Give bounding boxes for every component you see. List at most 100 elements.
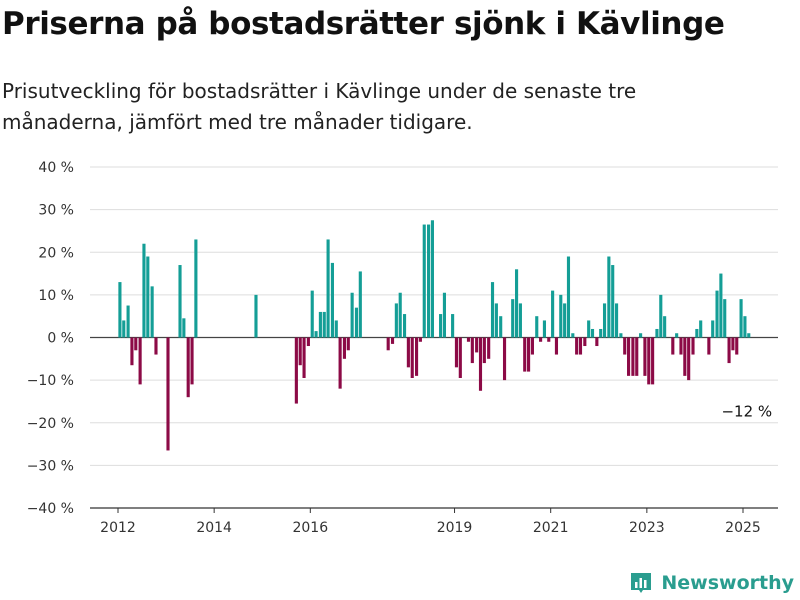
y-tick-label: 0 % <box>47 331 74 347</box>
bar <box>487 337 491 359</box>
bar <box>614 303 619 338</box>
bar <box>294 337 298 404</box>
bar <box>659 294 663 338</box>
bar <box>154 337 158 355</box>
x-tick-label: 2025 <box>725 520 761 536</box>
bar <box>595 337 599 347</box>
bar <box>575 337 579 355</box>
bar <box>619 333 623 338</box>
bar-series <box>118 220 751 451</box>
bar <box>743 316 747 338</box>
bar <box>475 337 479 353</box>
bar <box>527 337 531 372</box>
bar <box>150 286 154 338</box>
bar <box>494 303 498 338</box>
bar <box>587 320 591 338</box>
bar <box>675 333 679 338</box>
bar <box>739 299 743 338</box>
bar <box>607 256 611 338</box>
bar-chart-icon <box>631 573 652 593</box>
bar <box>186 337 190 398</box>
bar <box>514 269 519 338</box>
bar <box>350 292 354 338</box>
y-tick-label: 30 % <box>38 203 74 219</box>
bar <box>142 243 146 338</box>
bar <box>126 305 130 338</box>
bar <box>571 333 575 338</box>
bar <box>683 337 687 376</box>
bar <box>130 337 134 366</box>
bar <box>406 337 410 368</box>
bar <box>342 337 347 359</box>
bar <box>302 337 306 378</box>
y-tick-label: −40 % <box>27 501 74 517</box>
bar <box>442 292 447 338</box>
bar <box>314 331 318 338</box>
bar <box>547 337 551 342</box>
bar <box>655 328 659 338</box>
bar <box>727 337 731 364</box>
bar <box>490 282 495 338</box>
bar <box>334 320 338 338</box>
bar <box>747 333 751 338</box>
bar <box>715 290 719 338</box>
bar <box>439 314 443 338</box>
bar <box>146 256 150 338</box>
bar <box>566 256 571 338</box>
bar <box>530 337 534 355</box>
bar <box>559 294 563 338</box>
bar <box>482 337 486 364</box>
bar <box>478 337 483 391</box>
bar <box>583 337 587 347</box>
bar <box>578 337 583 355</box>
x-tick-label: 2021 <box>533 520 569 536</box>
bar <box>298 337 302 366</box>
bar <box>414 337 419 376</box>
bar <box>627 337 631 376</box>
bar <box>410 337 414 378</box>
y-tick-label: −20 % <box>27 416 74 432</box>
bar <box>691 337 695 355</box>
bar <box>398 292 402 338</box>
bar <box>402 314 407 338</box>
bar <box>647 337 651 385</box>
bar <box>122 320 126 338</box>
bar <box>643 337 647 376</box>
bar <box>651 337 655 385</box>
bar <box>254 294 258 338</box>
bar <box>466 337 471 342</box>
bar <box>346 337 350 351</box>
bar <box>719 273 723 338</box>
bar <box>306 337 310 347</box>
x-tick-label: 2016 <box>292 520 328 536</box>
y-tick-label: 40 % <box>38 160 74 176</box>
bar <box>731 337 735 351</box>
y-tick-label: −10 % <box>27 373 74 389</box>
newsworthy-logo: Newsworthy <box>628 570 794 596</box>
bar <box>134 337 138 351</box>
bar <box>118 282 122 338</box>
bar <box>190 337 194 385</box>
x-tick-label: 2012 <box>100 520 136 536</box>
bar <box>138 337 142 385</box>
bar <box>318 311 322 338</box>
chart-subtitle: Prisutveckling för bostadsrätter i Kävli… <box>2 79 637 134</box>
bar <box>430 220 434 338</box>
bar <box>502 337 507 381</box>
bar <box>623 337 627 355</box>
y-axis: 40 % 30 % 20 % 10 % 0 % −10 % −20 % −30 % −40 % <box>27 160 74 517</box>
bar <box>711 320 715 338</box>
x-tick-label: 2023 <box>629 520 665 536</box>
bar <box>611 265 615 338</box>
brand-name: Newsworthy <box>661 572 794 594</box>
bar <box>470 337 474 364</box>
bar <box>563 303 567 338</box>
x-axis: 2012 2014 2016 2019 2021 2023 2025 <box>100 508 761 536</box>
y-tick-label: −30 % <box>27 458 74 474</box>
x-tick-label: 2019 <box>437 520 473 536</box>
bar <box>542 320 547 338</box>
bar <box>390 337 395 344</box>
bar <box>418 337 422 342</box>
bar <box>602 303 607 338</box>
bar <box>499 316 503 338</box>
